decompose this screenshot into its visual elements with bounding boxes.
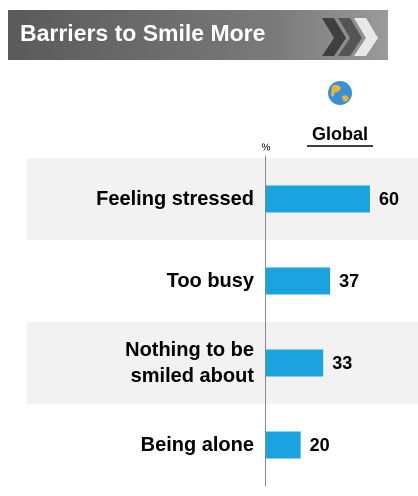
unit-label: %: [262, 143, 271, 154]
chevron: [338, 18, 362, 56]
category-label: Nothing to be smiled about: [125, 339, 254, 387]
legend-label: Global: [312, 124, 368, 144]
bar: [266, 185, 370, 213]
value-label: 60: [379, 189, 399, 209]
category-label: Being alone: [140, 434, 254, 456]
chart-title: Barriers to Smile More: [20, 20, 265, 46]
chevron: [354, 18, 378, 56]
value-label: 20: [310, 435, 330, 455]
bar: [266, 267, 331, 295]
row-band: [27, 322, 418, 404]
chevron: [322, 18, 346, 56]
value-label: 33: [332, 353, 352, 373]
bar: [266, 349, 324, 377]
bar: [266, 431, 301, 459]
category-label: Feeling stressed: [96, 188, 254, 210]
category-label: Too busy: [166, 270, 254, 292]
globe-icon: [328, 81, 352, 105]
value-label: 37: [339, 271, 359, 291]
